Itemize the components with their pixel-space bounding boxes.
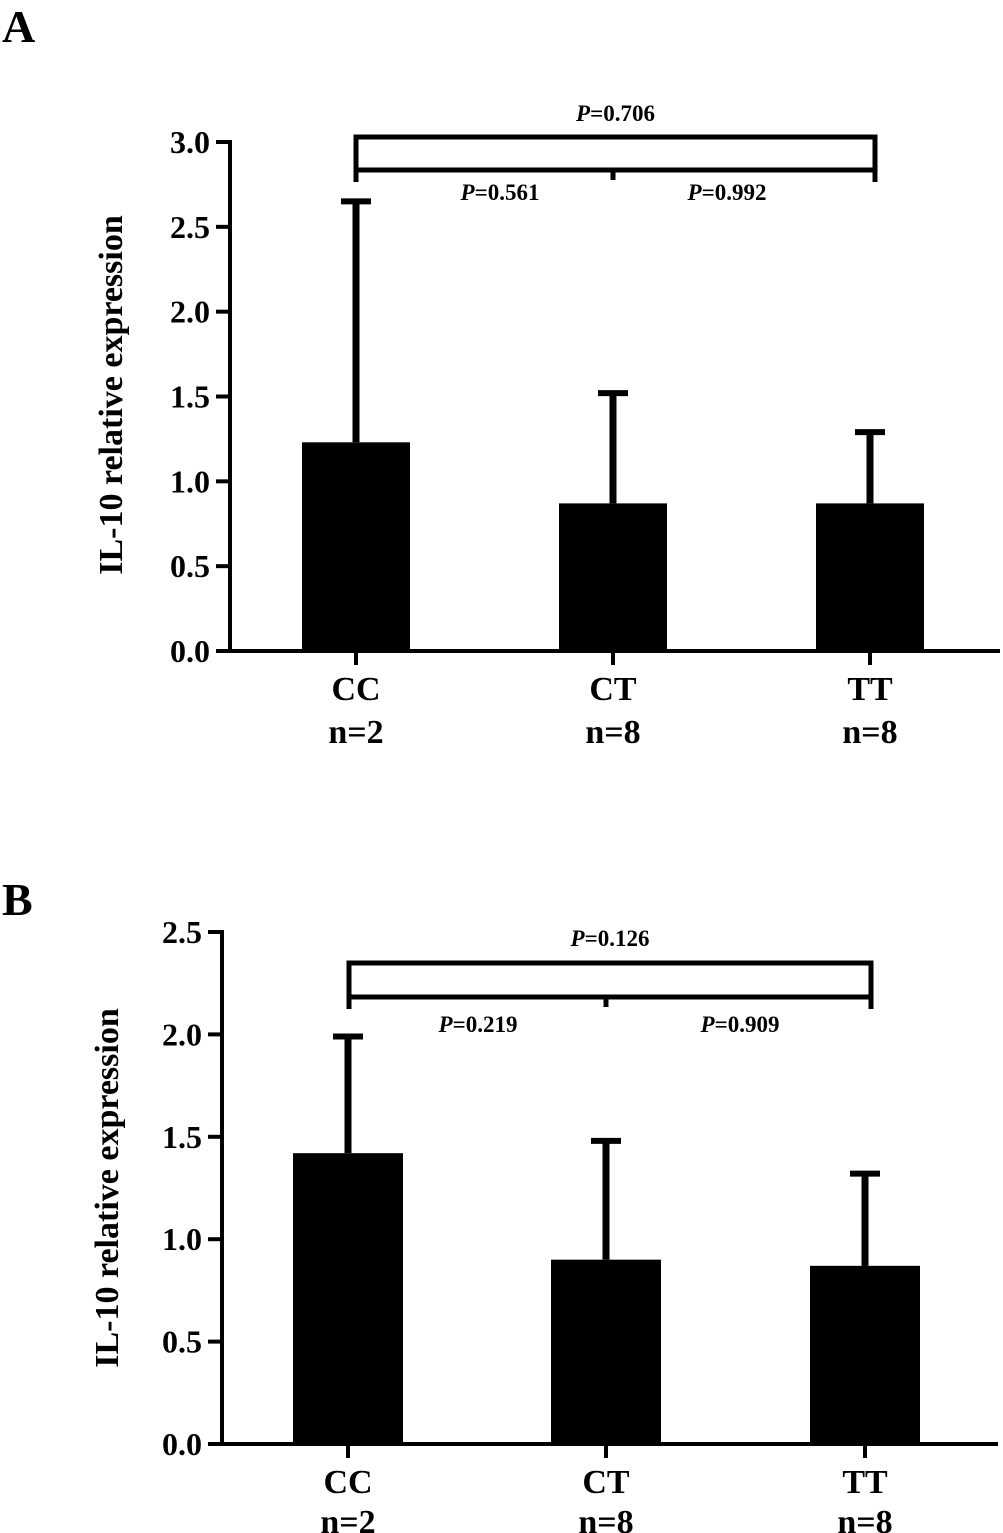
panel-a-n-label: n=8 — [585, 714, 640, 751]
panel-a-y-tick-label: 0.5 — [170, 548, 210, 584]
panel-a-category-label: CT — [589, 671, 637, 708]
panel-a-letter: A — [2, 1, 35, 52]
panel-b-overall-bracket — [346, 960, 874, 1009]
panel-b-y-axis-label: IL-10 relative expression — [89, 1008, 126, 1368]
panel-a-y-tick-label: 2.0 — [170, 294, 210, 330]
panel-a-bar-ct — [559, 503, 667, 651]
panel-a-category-label: CC — [331, 671, 380, 708]
panel-b-n-label: n=8 — [578, 1504, 633, 1533]
panel-a-n-label: n=2 — [328, 714, 383, 751]
panel-b-y-tick-label: 2.5 — [162, 914, 202, 950]
panel-a-p-value-left: P=0.561 — [460, 180, 540, 205]
panel-a-y-axis-label: IL-10 relative expression — [93, 215, 130, 575]
panel-b-bar-tt — [810, 1265, 920, 1444]
panel-b: B IL-10 relative expression 0.0 0.5 1.0 1.5… — [2, 874, 998, 1533]
panel-a-bar-cc — [302, 442, 410, 651]
panel-b-y-tick-label: 2.0 — [162, 1016, 202, 1052]
panel-b-y-tick-label: 0.0 — [162, 1426, 202, 1462]
panel-b-p-value-overall: P=0.126 — [570, 926, 650, 951]
panel-b-letter: B — [2, 874, 33, 925]
panel-b-category-labels: CC n=2 CT n=8 TT n=8 — [320, 1464, 892, 1533]
panel-b-y-tick-label: 1.0 — [162, 1221, 202, 1257]
panel-b-p-value-left: P=0.219 — [438, 1012, 518, 1037]
panel-a-bar-tt — [816, 503, 924, 651]
panel-a-p-value-overall: P=0.706 — [575, 101, 655, 126]
panel-b-bar-cc — [293, 1153, 403, 1444]
panel-b-p-value-right: P=0.909 — [700, 1012, 780, 1037]
panel-b-significance-brackets: P=0.126 P=0.219 P=0.909 — [346, 926, 874, 1037]
panel-b-y-tick-label: 0.5 — [162, 1324, 202, 1360]
panel-b-category-label: TT — [842, 1464, 888, 1501]
panel-a-n-label: n=8 — [842, 714, 897, 751]
panel-a-y-tick-label: 1.5 — [170, 379, 210, 415]
panel-a-y-tick-label: 3.0 — [170, 124, 210, 160]
panel-a: A IL-10 relative expression 0.0 0.5 1.0 1.5… — [2, 1, 1000, 751]
panel-b-bar-ct — [551, 1259, 661, 1444]
panel-b-n-label: n=8 — [837, 1504, 892, 1533]
panel-b-n-label: n=2 — [320, 1504, 375, 1533]
panel-b-category-label: CT — [582, 1464, 630, 1501]
panel-b-bars — [293, 1033, 920, 1444]
panel-b-category-label: CC — [323, 1464, 372, 1501]
panel-a-y-tick-label: 0.0 — [170, 633, 210, 669]
panel-a-category-labels: CC n=2 CT n=8 TT n=8 — [328, 671, 897, 751]
panel-a-category-label: TT — [847, 671, 893, 708]
panel-a-bars — [302, 198, 924, 651]
panel-a-y-tick-label: 2.5 — [170, 209, 210, 245]
panel-a-p-value-right: P=0.992 — [687, 180, 767, 205]
panel-a-y-tick-label: 1.0 — [170, 463, 210, 499]
panel-b-y-tick-label: 1.5 — [162, 1119, 202, 1155]
panel-a-overall-bracket — [353, 134, 878, 182]
panel-a-significance-brackets: P=0.706 P=0.561 P=0.992 — [353, 101, 878, 205]
